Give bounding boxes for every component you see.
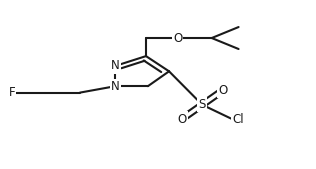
Text: N: N: [111, 59, 120, 72]
Text: S: S: [198, 98, 206, 111]
Text: F: F: [9, 86, 15, 99]
Text: O: O: [173, 32, 182, 44]
Text: Cl: Cl: [232, 113, 244, 126]
Text: O: O: [177, 113, 186, 126]
Text: O: O: [218, 84, 228, 97]
Text: N: N: [111, 80, 120, 93]
